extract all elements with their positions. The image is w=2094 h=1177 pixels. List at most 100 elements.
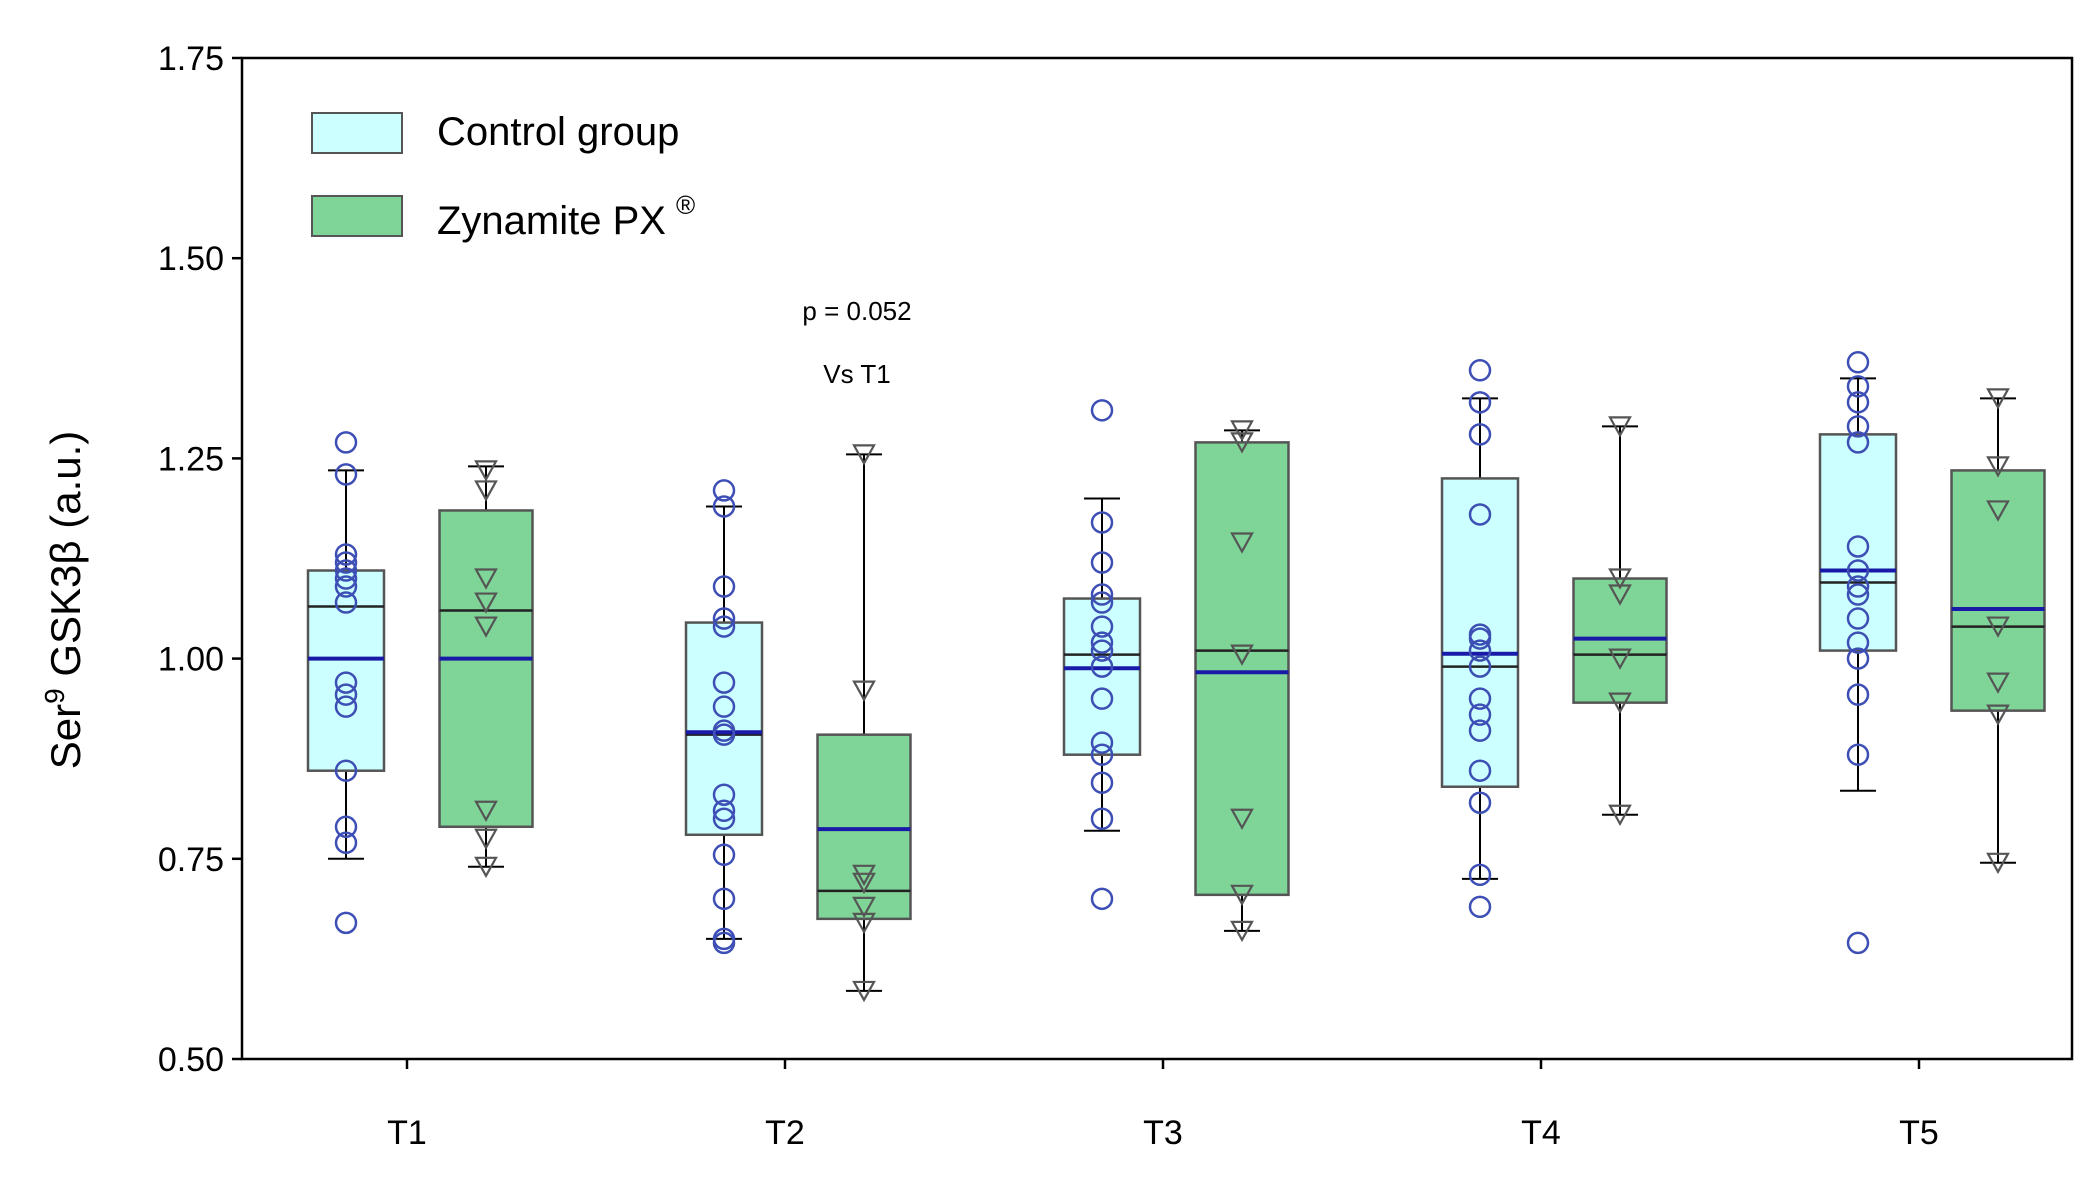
data-point bbox=[1090, 771, 1114, 794]
data-point bbox=[1230, 920, 1254, 943]
data-point bbox=[474, 616, 498, 638]
legend-swatch-zynamite bbox=[311, 195, 403, 237]
box-group bbox=[1818, 377, 1898, 792]
x-tick-label: T1 bbox=[387, 1114, 427, 1152]
data-point bbox=[334, 831, 358, 855]
data-point bbox=[334, 543, 358, 566]
data-point bbox=[712, 607, 736, 630]
data-point bbox=[1468, 391, 1492, 414]
data-point bbox=[852, 680, 876, 702]
data-point bbox=[334, 815, 358, 839]
data-point bbox=[474, 800, 498, 823]
data-point bbox=[334, 559, 358, 582]
annotation-vs-t1: Vs T1 bbox=[823, 359, 890, 389]
y-tick-label: 0.50 bbox=[158, 1041, 224, 1079]
data-point bbox=[1608, 568, 1632, 590]
data-point bbox=[1608, 648, 1632, 670]
data-point bbox=[1468, 895, 1492, 919]
data-point bbox=[1846, 743, 1870, 766]
data-point bbox=[712, 615, 736, 638]
data-point bbox=[1230, 420, 1254, 442]
plot-frame bbox=[240, 56, 2074, 1061]
data-point bbox=[1230, 884, 1254, 907]
data-point bbox=[1090, 631, 1114, 654]
data-point bbox=[1846, 583, 1870, 606]
data-point bbox=[1468, 703, 1492, 726]
box-iqr bbox=[1950, 469, 2046, 712]
data-point bbox=[1468, 639, 1492, 662]
data-point bbox=[1846, 607, 1870, 630]
data-point bbox=[334, 551, 358, 574]
data-point bbox=[1090, 399, 1114, 422]
data-point bbox=[852, 872, 876, 895]
data-point bbox=[334, 683, 358, 706]
data-point bbox=[712, 719, 736, 742]
data-point bbox=[712, 575, 736, 598]
data-point bbox=[1090, 743, 1114, 766]
data-point bbox=[712, 927, 736, 951]
data-point bbox=[852, 444, 876, 466]
box-iqr bbox=[306, 569, 386, 772]
legend-swatch-control bbox=[311, 112, 403, 154]
box-group bbox=[1572, 425, 1668, 816]
y-axis-label: Ser9 GSK3β (a.u.) bbox=[39, 431, 89, 770]
data-point bbox=[1986, 456, 2010, 478]
data-point bbox=[1468, 719, 1492, 742]
data-point bbox=[1230, 808, 1254, 831]
data-point bbox=[1468, 863, 1492, 887]
box-series bbox=[306, 377, 2046, 992]
data-point bbox=[1846, 375, 1870, 398]
data-point bbox=[1608, 804, 1632, 827]
data-point bbox=[334, 591, 358, 614]
x-tick-label: T3 bbox=[1143, 1114, 1183, 1152]
box-iqr bbox=[1818, 433, 1898, 652]
legend-label-zynamite: Zynamite PX ® bbox=[437, 190, 695, 243]
box-iqr bbox=[1194, 441, 1290, 897]
data-point bbox=[1090, 887, 1114, 911]
data-point bbox=[1986, 672, 2010, 694]
data-point bbox=[1090, 731, 1114, 754]
x-axis: T1 T2 T3 T4 T5 bbox=[387, 1059, 1939, 1152]
y-tick-label: 1.50 bbox=[158, 240, 224, 278]
box-group bbox=[1440, 397, 1520, 880]
x-tick-label: T4 bbox=[1521, 1114, 1561, 1152]
data-point bbox=[1846, 431, 1870, 454]
data-point bbox=[1846, 631, 1870, 654]
y-tick-label: 0.75 bbox=[158, 841, 224, 879]
box-group bbox=[306, 469, 386, 860]
x-tick-label: T5 bbox=[1899, 1114, 1939, 1152]
data-point bbox=[1468, 791, 1492, 814]
annotation-t2: p = 0.052 Vs T1 bbox=[802, 296, 911, 389]
data-point bbox=[712, 843, 736, 867]
data-point bbox=[1846, 415, 1870, 438]
data-point bbox=[1230, 532, 1254, 554]
data-point bbox=[1846, 351, 1870, 374]
box-iqr bbox=[684, 621, 764, 837]
data-point bbox=[334, 911, 358, 935]
data-point bbox=[334, 759, 358, 782]
data-points bbox=[334, 351, 2010, 1003]
data-point bbox=[1230, 644, 1254, 666]
x-tick-label: T2 bbox=[765, 1114, 805, 1152]
data-point bbox=[852, 980, 876, 1003]
data-point bbox=[852, 896, 876, 919]
data-point bbox=[1468, 687, 1492, 710]
data-point bbox=[334, 695, 358, 718]
data-point bbox=[474, 460, 498, 482]
data-point bbox=[1986, 616, 2010, 638]
box-iqr bbox=[1440, 477, 1520, 788]
data-point bbox=[1608, 692, 1632, 714]
y-tick-label: 1.75 bbox=[158, 40, 224, 78]
box-iqr bbox=[816, 733, 912, 921]
box-group bbox=[1950, 397, 2046, 864]
data-point bbox=[1846, 931, 1870, 955]
data-point bbox=[1090, 687, 1114, 710]
data-point bbox=[1090, 511, 1114, 534]
data-point bbox=[1468, 423, 1492, 446]
data-point bbox=[712, 671, 736, 694]
legend: Control group Zynamite PX ® bbox=[311, 110, 695, 243]
box-group bbox=[438, 465, 534, 868]
data-point bbox=[1468, 359, 1492, 382]
data-point bbox=[1468, 503, 1492, 526]
